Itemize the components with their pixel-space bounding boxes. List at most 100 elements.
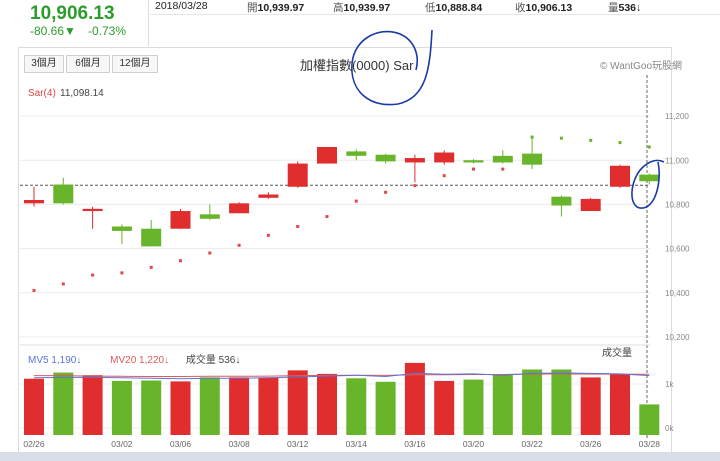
sar-point xyxy=(413,184,417,188)
x-tick-label: 03/20 xyxy=(463,439,485,449)
price-tick-label: 10,800 xyxy=(665,200,690,209)
stat-open: 開10,939.97 xyxy=(247,2,305,14)
candle-body xyxy=(522,153,543,165)
range-6m-button[interactable]: 6個月 xyxy=(66,55,110,73)
volume-bar xyxy=(492,374,513,435)
volume-bar xyxy=(287,370,308,435)
price-tick-label: 10,200 xyxy=(665,333,690,342)
volume-legend-value: 成交量 536↓ xyxy=(185,355,241,366)
candle-body xyxy=(287,163,308,187)
x-tick-label: 03/14 xyxy=(346,439,368,449)
volume-bar xyxy=(141,380,162,435)
volume-tick-label: 0k xyxy=(665,424,674,433)
range-12m-button[interactable]: 12個月 xyxy=(112,55,158,73)
price-change: -80.66▼ xyxy=(30,24,76,38)
mv5-legend: MV5 1,190↓ xyxy=(28,355,82,366)
sar-point xyxy=(179,259,182,263)
volume-bar xyxy=(434,380,455,435)
candle-body xyxy=(434,152,455,163)
volume-bar xyxy=(317,373,337,435)
sar-point xyxy=(208,251,212,255)
volume-bar xyxy=(610,374,630,435)
sar-point xyxy=(266,233,270,237)
mv5-line xyxy=(33,372,650,380)
candle-body xyxy=(199,214,220,219)
stat-volume: 量536↓ xyxy=(608,2,642,14)
mv20-legend: MV20 1,220↓ xyxy=(110,355,170,366)
volume-bar xyxy=(170,381,191,435)
sar-point xyxy=(91,273,95,277)
last-price: 10,906.13 xyxy=(30,3,115,24)
price-tick-label: 10,600 xyxy=(665,245,690,254)
volume-bar xyxy=(346,378,367,435)
sar-legend-value: 11,098.14 xyxy=(60,88,104,99)
volume-bar xyxy=(199,377,220,435)
x-tick-label: 03/26 xyxy=(580,439,602,449)
x-tick-label: 03/06 xyxy=(170,439,192,449)
hand-annotation-circle xyxy=(351,29,433,106)
volume-bar xyxy=(404,362,425,435)
price-tick-label: 10,400 xyxy=(665,289,690,298)
candle-body xyxy=(463,160,484,163)
candle-body xyxy=(317,147,337,164)
volume-bar xyxy=(580,377,601,435)
sar-point xyxy=(325,215,329,219)
candle-body xyxy=(24,200,44,204)
sar-point xyxy=(120,271,124,275)
volume-tick-label: 1k xyxy=(665,380,674,389)
sar-point xyxy=(559,136,563,140)
candle-body xyxy=(258,194,279,198)
price-tick-label: 11,200 xyxy=(665,112,689,121)
candle-body xyxy=(111,226,132,231)
sar-point xyxy=(237,243,241,247)
x-tick-label: 02/26 xyxy=(23,439,45,449)
volume-bar xyxy=(229,377,250,435)
hand-annotation-circle xyxy=(631,159,665,209)
sar-point xyxy=(32,289,36,293)
volume-bar xyxy=(375,381,396,435)
candle-body xyxy=(229,203,250,214)
candle-body xyxy=(82,208,103,212)
taskbar xyxy=(0,452,720,461)
price-tick-label: 11,000 xyxy=(665,156,689,165)
volume-bar xyxy=(639,404,660,435)
sar-point xyxy=(618,141,622,145)
candle-body xyxy=(492,155,513,163)
sar-point xyxy=(61,282,65,286)
sar-point xyxy=(472,167,475,171)
x-tick-label: 03/22 xyxy=(521,439,543,449)
sar-point xyxy=(296,225,300,228)
range-3m-button[interactable]: 3個月 xyxy=(24,55,64,73)
volume-axis-title: 成交量 xyxy=(602,346,632,359)
candle-body xyxy=(610,165,630,187)
candle-body xyxy=(639,174,660,182)
volume-bar xyxy=(53,372,74,435)
x-tick-label: 03/16 xyxy=(404,439,426,449)
candle-body xyxy=(141,228,162,247)
candle-body xyxy=(53,184,74,204)
quote-stats-bar: 2018/03/28 開10,939.97 高10,939.97 低10,888… xyxy=(150,0,720,15)
x-tick-label: 03/28 xyxy=(639,439,661,449)
candle-body xyxy=(551,196,572,206)
volume-bar xyxy=(522,369,543,435)
x-tick-label: 03/02 xyxy=(111,439,133,449)
chart-title: 加權指數(0000) Sar xyxy=(300,58,414,73)
volume-legend: MV5 1,190↓ MV20 1,220↓ 成交量 536↓ xyxy=(28,351,240,366)
chart-credit: © WantGoo玩股網 xyxy=(600,61,683,72)
candle-body xyxy=(346,151,367,156)
volume-bar xyxy=(463,379,484,435)
stat-date: 2018/03/28 xyxy=(155,0,208,12)
sar-legend-label: Sar(4) xyxy=(28,88,56,99)
stat-high: 高10,939.97 xyxy=(333,2,391,14)
volume-bar xyxy=(258,377,279,435)
volume-bar xyxy=(551,369,572,435)
candle-body xyxy=(375,154,396,162)
candle-body xyxy=(580,198,601,212)
stat-close: 收10,906.13 xyxy=(515,2,573,14)
candle-body xyxy=(170,211,191,229)
volume-bar xyxy=(24,378,44,435)
x-tick-label: 03/12 xyxy=(287,439,309,449)
sar-point xyxy=(647,145,651,149)
sar-point xyxy=(354,199,358,203)
